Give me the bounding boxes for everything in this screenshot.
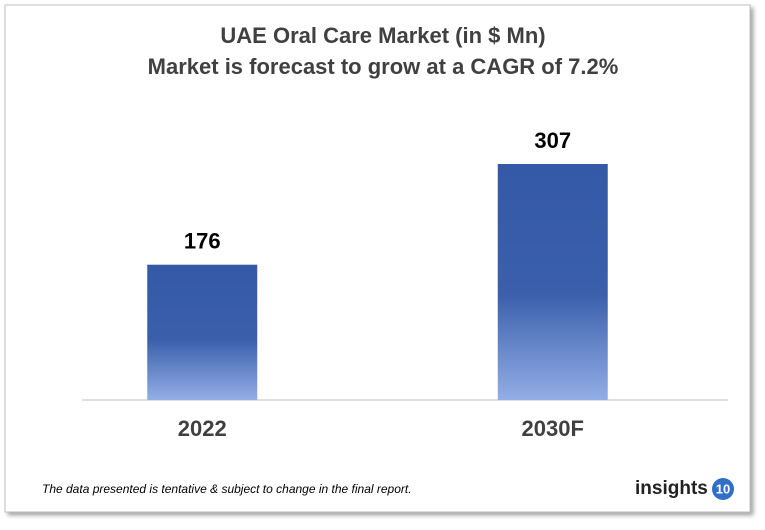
bar: [147, 264, 258, 400]
footnote: The data presented is tentative & subjec…: [42, 482, 412, 496]
value-label: 307: [534, 128, 571, 153]
logo-badge: [712, 478, 734, 500]
bar: [497, 164, 608, 400]
x-tick-label: 2030F: [522, 416, 584, 441]
value-label: 176: [184, 229, 221, 254]
chart-title: UAE Oral Care Market (in $ Mn): [220, 23, 545, 48]
card: [4, 4, 751, 513]
logo-number: 10: [716, 481, 730, 496]
x-tick-label: 2022: [178, 416, 227, 441]
chart-subtitle: Market is forecast to grow at a CAGR of …: [148, 54, 619, 79]
logo-text: insights: [635, 478, 708, 499]
